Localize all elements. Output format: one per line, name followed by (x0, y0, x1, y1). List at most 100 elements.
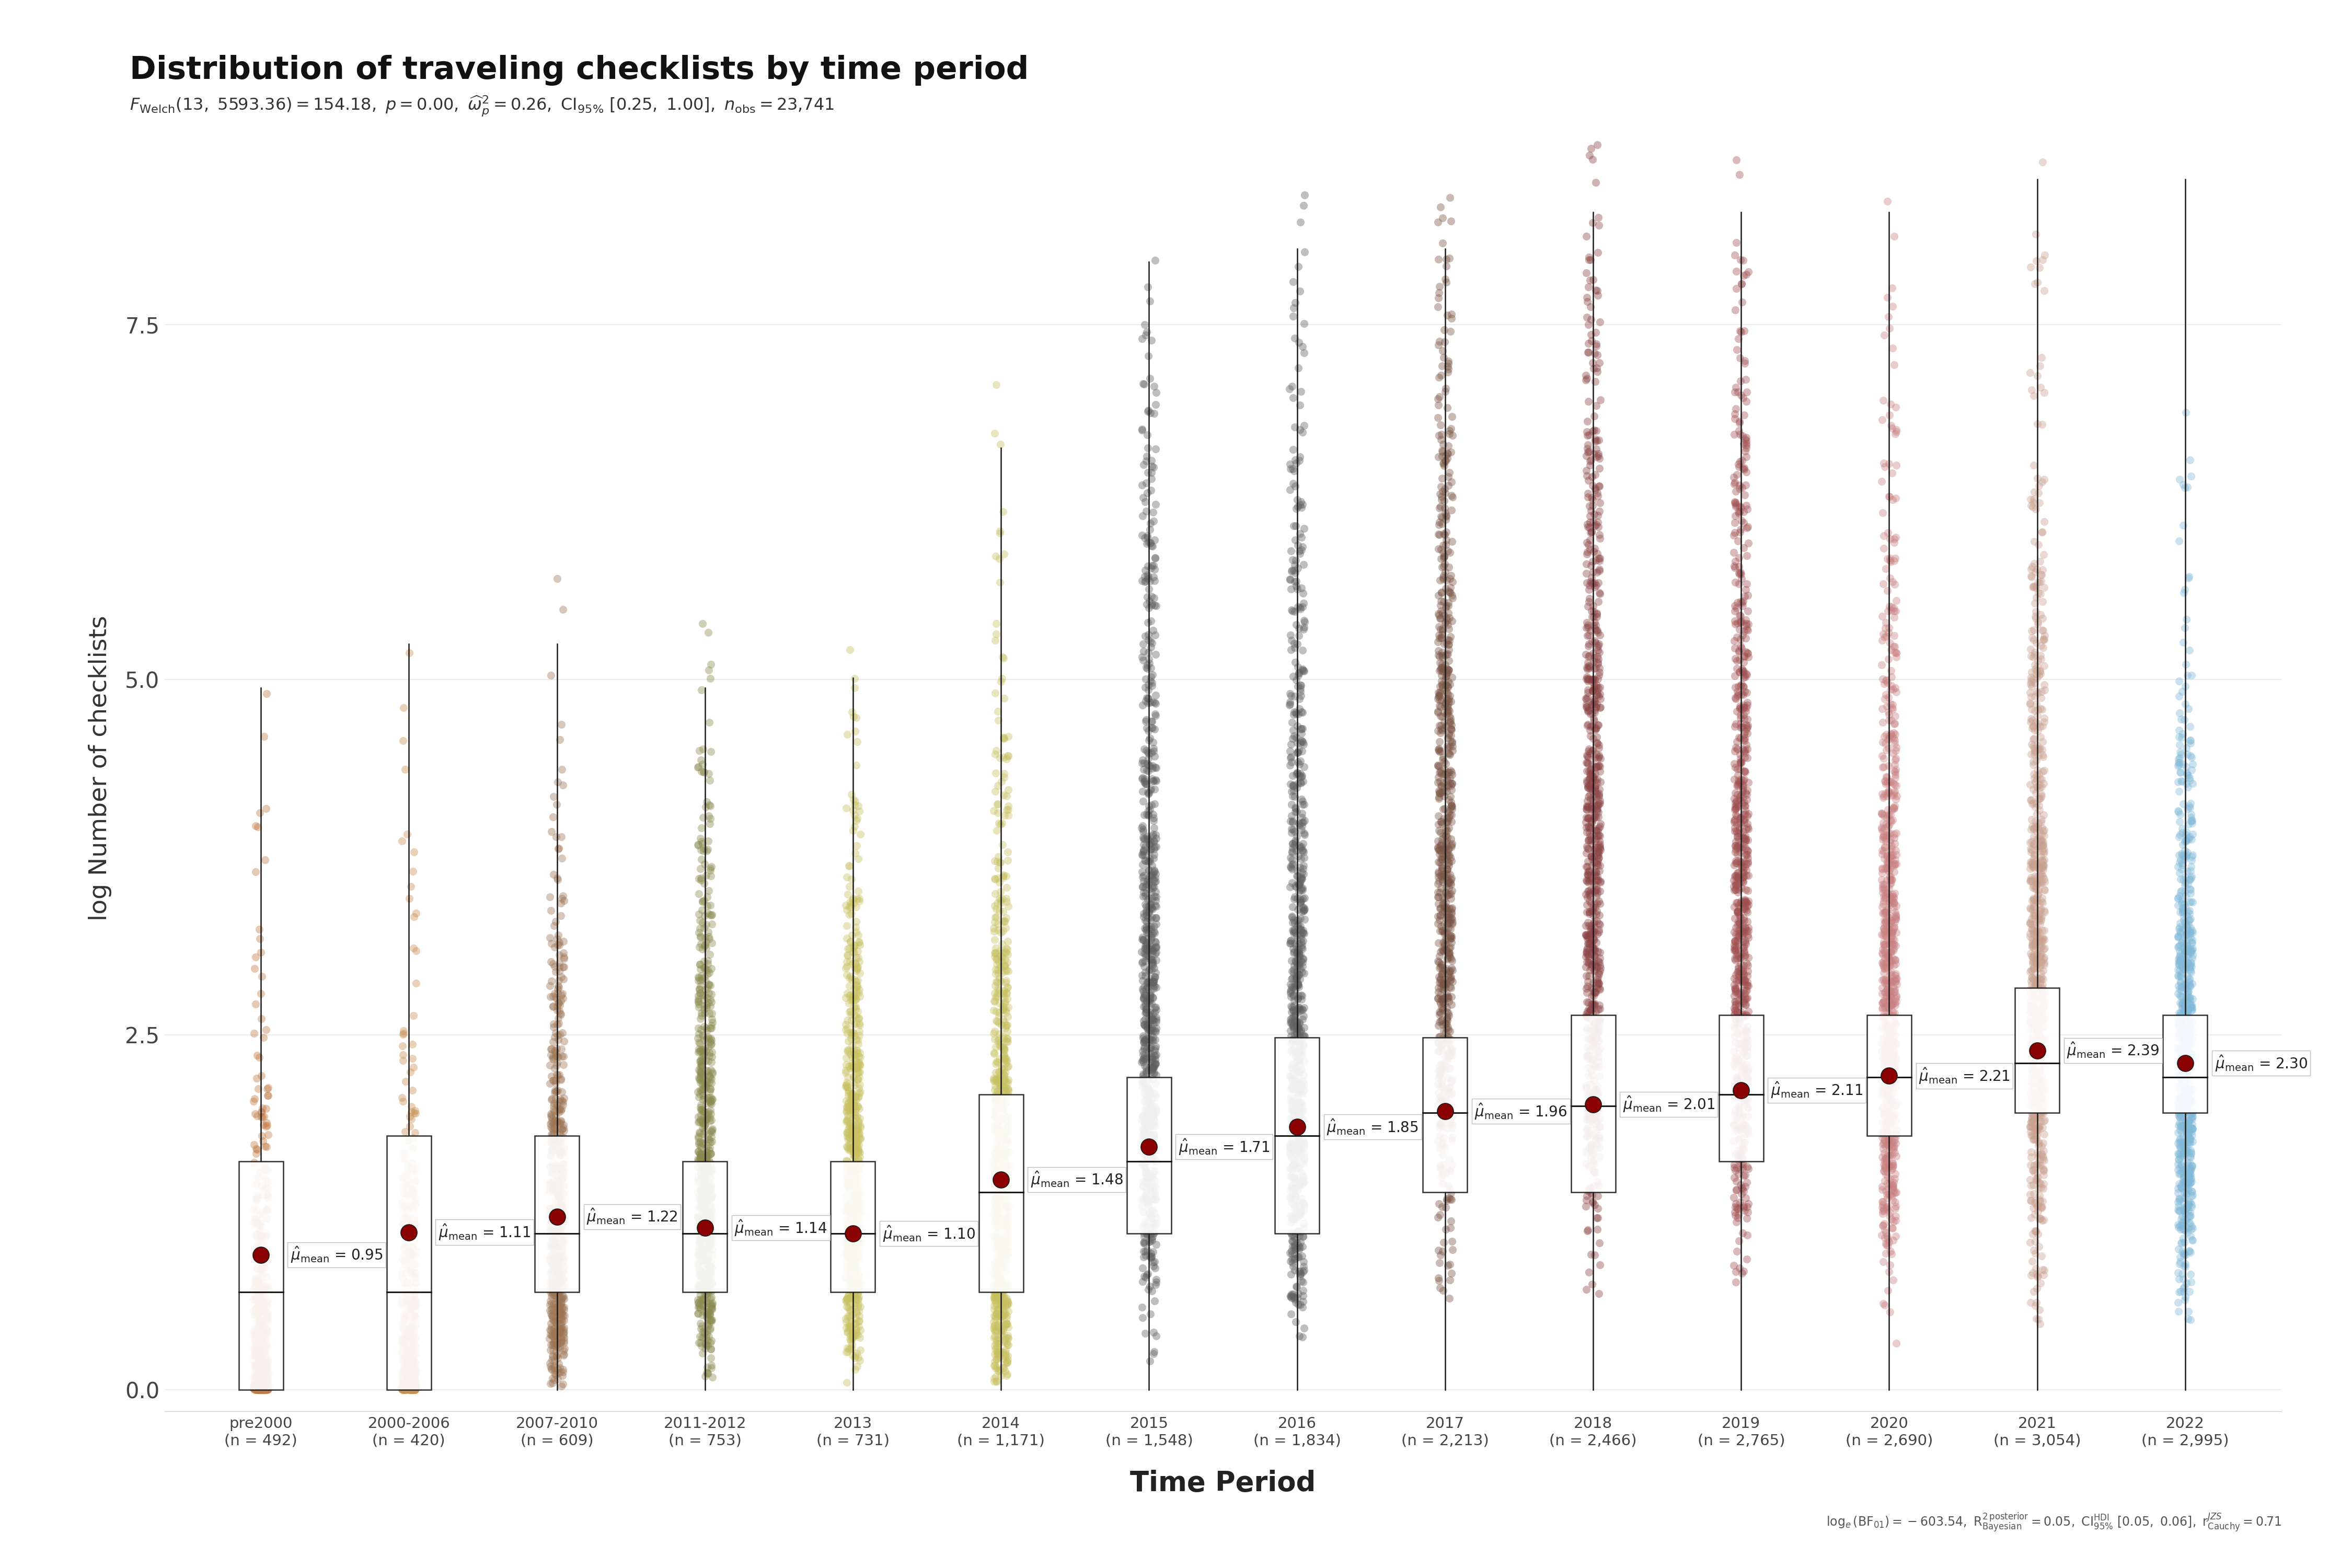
Point (534, 1298, 572, 1323)
Point (978, 1369, 1016, 1394)
Point (689, 1319, 727, 1344)
Point (247, 1113, 285, 1138)
Point (543, 1090, 581, 1115)
Point (388, 1344, 426, 1369)
Point (1865, 942, 1903, 967)
Point (680, 967, 717, 993)
Point (2161, 1063, 2199, 1088)
Point (2166, 707, 2204, 732)
Point (1719, 958, 1757, 983)
Point (543, 1243, 581, 1269)
Point (1566, 1091, 1604, 1116)
Point (247, 1359, 285, 1385)
Point (2173, 1112, 2211, 1137)
Point (2020, 663, 2058, 688)
Point (2166, 1082, 2204, 1107)
Point (242, 1377, 280, 1402)
Point (1425, 986, 1463, 1011)
Point (2173, 1154, 2211, 1179)
Point (1875, 859, 1912, 884)
Point (1578, 731, 1616, 756)
Point (691, 1273, 729, 1298)
Point (1578, 884, 1616, 909)
Point (1578, 419, 1616, 444)
Point (1279, 938, 1317, 963)
Point (1284, 492, 1322, 517)
Point (2159, 924, 2197, 949)
Point (2016, 831, 2053, 856)
Point (1131, 1105, 1169, 1131)
Point (2173, 1101, 2211, 1126)
Point (1134, 801, 1171, 826)
Point (828, 1107, 866, 1132)
Point (1870, 1134, 1907, 1159)
Point (2025, 1107, 2063, 1132)
Point (1576, 574, 1613, 599)
Point (1134, 1101, 1171, 1126)
Point (536, 1323, 574, 1348)
Point (534, 1121, 572, 1146)
Point (1717, 833, 1755, 858)
Point (1423, 1035, 1461, 1060)
Point (1724, 1143, 1762, 1168)
Point (546, 1322, 583, 1347)
Point (247, 1317, 285, 1342)
Point (386, 1316, 423, 1341)
Point (976, 1142, 1014, 1167)
Point (1569, 892, 1606, 917)
Point (1722, 993, 1759, 1018)
Point (249, 1308, 287, 1333)
Point (1127, 917, 1164, 942)
Point (1131, 530, 1169, 555)
Point (1719, 1068, 1757, 1093)
Point (1870, 946, 1907, 971)
Point (1569, 1118, 1606, 1143)
Point (532, 1218, 569, 1243)
Point (2020, 1057, 2058, 1082)
Point (1134, 768, 1171, 793)
Point (985, 1123, 1023, 1148)
Point (978, 1256, 1016, 1281)
Point (2159, 750, 2197, 775)
Point (1124, 1214, 1162, 1239)
Point (1578, 1170, 1616, 1195)
Point (1430, 900, 1468, 925)
Point (1428, 695, 1465, 720)
Point (1870, 1021, 1907, 1046)
Point (2161, 1065, 2199, 1090)
Point (2169, 964, 2206, 989)
Point (242, 1370, 280, 1396)
Point (1129, 1007, 1167, 1032)
Point (1877, 1196, 1915, 1221)
Point (2171, 713, 2209, 739)
Point (1277, 1044, 1315, 1069)
Point (1722, 1049, 1759, 1074)
Point (242, 982, 280, 1007)
Point (1129, 652, 1167, 677)
Point (1275, 773, 1312, 798)
Point (1581, 546, 1618, 571)
Point (1129, 916, 1167, 941)
Point (1134, 1016, 1171, 1041)
Point (1573, 765, 1611, 790)
Point (1127, 909, 1164, 935)
Point (1581, 961, 1618, 986)
Point (1724, 1193, 1762, 1218)
Point (1726, 1087, 1764, 1112)
Point (1275, 1013, 1312, 1038)
Point (680, 754, 717, 779)
Point (2166, 922, 2204, 947)
Point (682, 1007, 720, 1032)
Point (835, 1102, 873, 1127)
Point (1136, 527, 1174, 552)
Point (682, 967, 720, 993)
Point (1865, 886, 1903, 911)
Point (694, 1308, 731, 1333)
Point (247, 1134, 285, 1159)
Point (1729, 721, 1766, 746)
Point (1877, 1011, 1915, 1036)
Point (2023, 742, 2060, 767)
Point (1428, 983, 1465, 1008)
Point (1136, 867, 1174, 892)
Point (1284, 535, 1322, 560)
